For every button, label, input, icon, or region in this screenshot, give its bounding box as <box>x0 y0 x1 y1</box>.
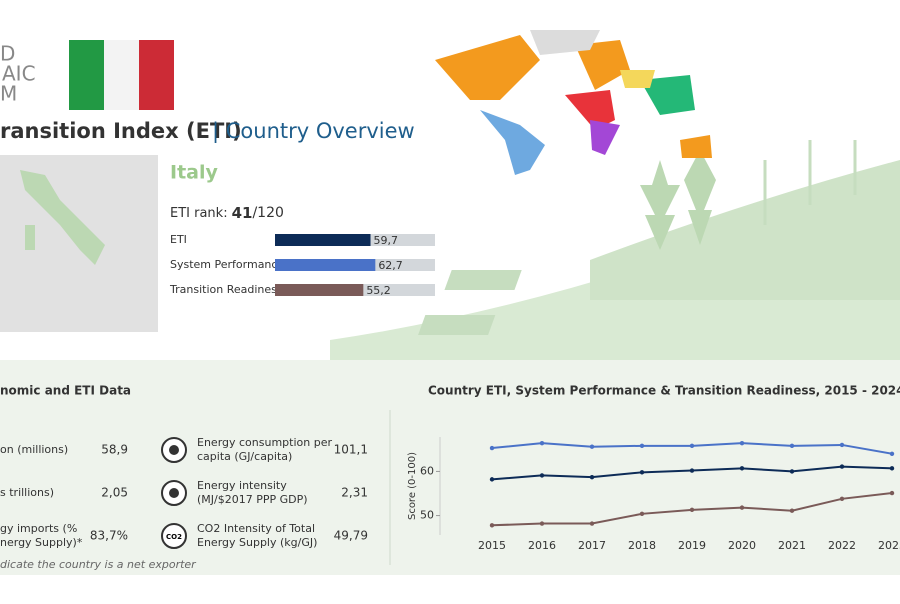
data-point <box>889 451 895 456</box>
stat-label: gy imports (% <box>0 522 77 535</box>
bar-name: System Performance <box>170 258 284 271</box>
bar-label: 62,7 <box>378 259 403 272</box>
y-tick-label: 50 <box>420 509 434 522</box>
bar-label: 59,7 <box>374 234 399 247</box>
data-point <box>739 505 745 510</box>
stat-label: (MJ/$2017 PPP GDP) <box>197 493 308 506</box>
data-point <box>789 508 795 513</box>
y-tick-label: 60 <box>420 464 434 477</box>
data-point <box>689 468 695 473</box>
stat-label: nergy Supply)* <box>0 536 83 549</box>
eti-rank: ETI rank: 41/120 <box>170 204 284 222</box>
data-point <box>689 507 695 513</box>
icon-text: CO2 <box>166 533 182 541</box>
x-tick-label: 2020 <box>728 539 756 552</box>
footnote: dicate the country is a net exporter <box>0 558 197 571</box>
background <box>0 30 900 575</box>
stat-value: 83,7% <box>90 529 128 543</box>
data-point <box>489 477 495 482</box>
x-tick-label: 2019 <box>678 539 706 552</box>
data-point <box>489 523 495 528</box>
data-point <box>539 473 545 478</box>
page-title: ransition Index (ETI) <box>0 119 242 143</box>
section-title: nomic and ETI Data <box>0 384 131 398</box>
bar-name: ETI <box>170 233 187 246</box>
stat-value: 49,79 <box>334 529 368 543</box>
bar-name: Transition Readiness <box>169 283 283 296</box>
logo-text: M <box>0 82 17 106</box>
data-point <box>889 466 895 471</box>
x-tick-label: 2021 <box>778 539 806 552</box>
bar <box>275 259 376 271</box>
data-point <box>539 440 545 446</box>
data-point <box>489 445 495 451</box>
x-tick-label: 2016 <box>528 539 556 552</box>
data-point <box>739 440 745 446</box>
bar-label: 55,2 <box>366 284 391 297</box>
data-point <box>639 443 645 449</box>
data-point <box>689 443 695 449</box>
data-point <box>639 511 645 517</box>
x-tick-label: 2017 <box>578 539 606 552</box>
stat-icon <box>161 523 187 549</box>
logo-text: AIC <box>2 62 36 86</box>
bar <box>275 284 364 296</box>
x-tick-label: 2018 <box>628 539 656 552</box>
data-point <box>839 464 845 469</box>
data-point <box>589 521 595 526</box>
data-point <box>589 444 595 449</box>
rank-part: /120 <box>252 205 283 221</box>
page-subtitle: | Country Overview <box>212 119 415 144</box>
x-tick-label: 2023 <box>878 539 900 552</box>
data-point <box>889 490 895 496</box>
stat-value: 2,31 <box>341 486 368 500</box>
stat-label: s trillions) <box>0 486 54 499</box>
data-point <box>839 442 845 448</box>
data-point <box>789 469 795 474</box>
chart-title: Country ETI, System Performance & Transi… <box>428 384 900 398</box>
stat-label: Energy consumption per <box>197 436 332 449</box>
stat-label: Energy intensity <box>197 479 287 492</box>
stat-label: on (millions) <box>0 443 68 456</box>
stat-label: capita (GJ/capita) <box>197 450 292 463</box>
bar <box>275 234 371 246</box>
logo-text: D <box>0 42 15 66</box>
data-point <box>739 466 745 471</box>
data-point <box>839 496 845 502</box>
x-tick-label: 2022 <box>828 539 856 552</box>
rank-part: 41 <box>232 204 253 222</box>
data-point <box>589 474 595 480</box>
stat-label: CO2 Intensity of Total <box>197 522 315 535</box>
data-point <box>539 521 545 526</box>
stat-value: 2,05 <box>101 486 128 500</box>
stat-label: Energy Supply (kg/GJ) <box>197 536 317 549</box>
x-tick-label: 2015 <box>478 539 506 552</box>
data-point <box>639 470 645 475</box>
y-axis-label: Score (0-100) <box>407 452 418 520</box>
icon-glyph <box>169 488 179 498</box>
data-point <box>789 443 795 449</box>
stat-value: 101,1 <box>334 443 368 457</box>
stat-value: 58,9 <box>101 443 128 457</box>
rank-part: ETI rank: <box>170 206 228 221</box>
icon-glyph <box>169 445 179 455</box>
country-name: Italy <box>170 162 218 184</box>
